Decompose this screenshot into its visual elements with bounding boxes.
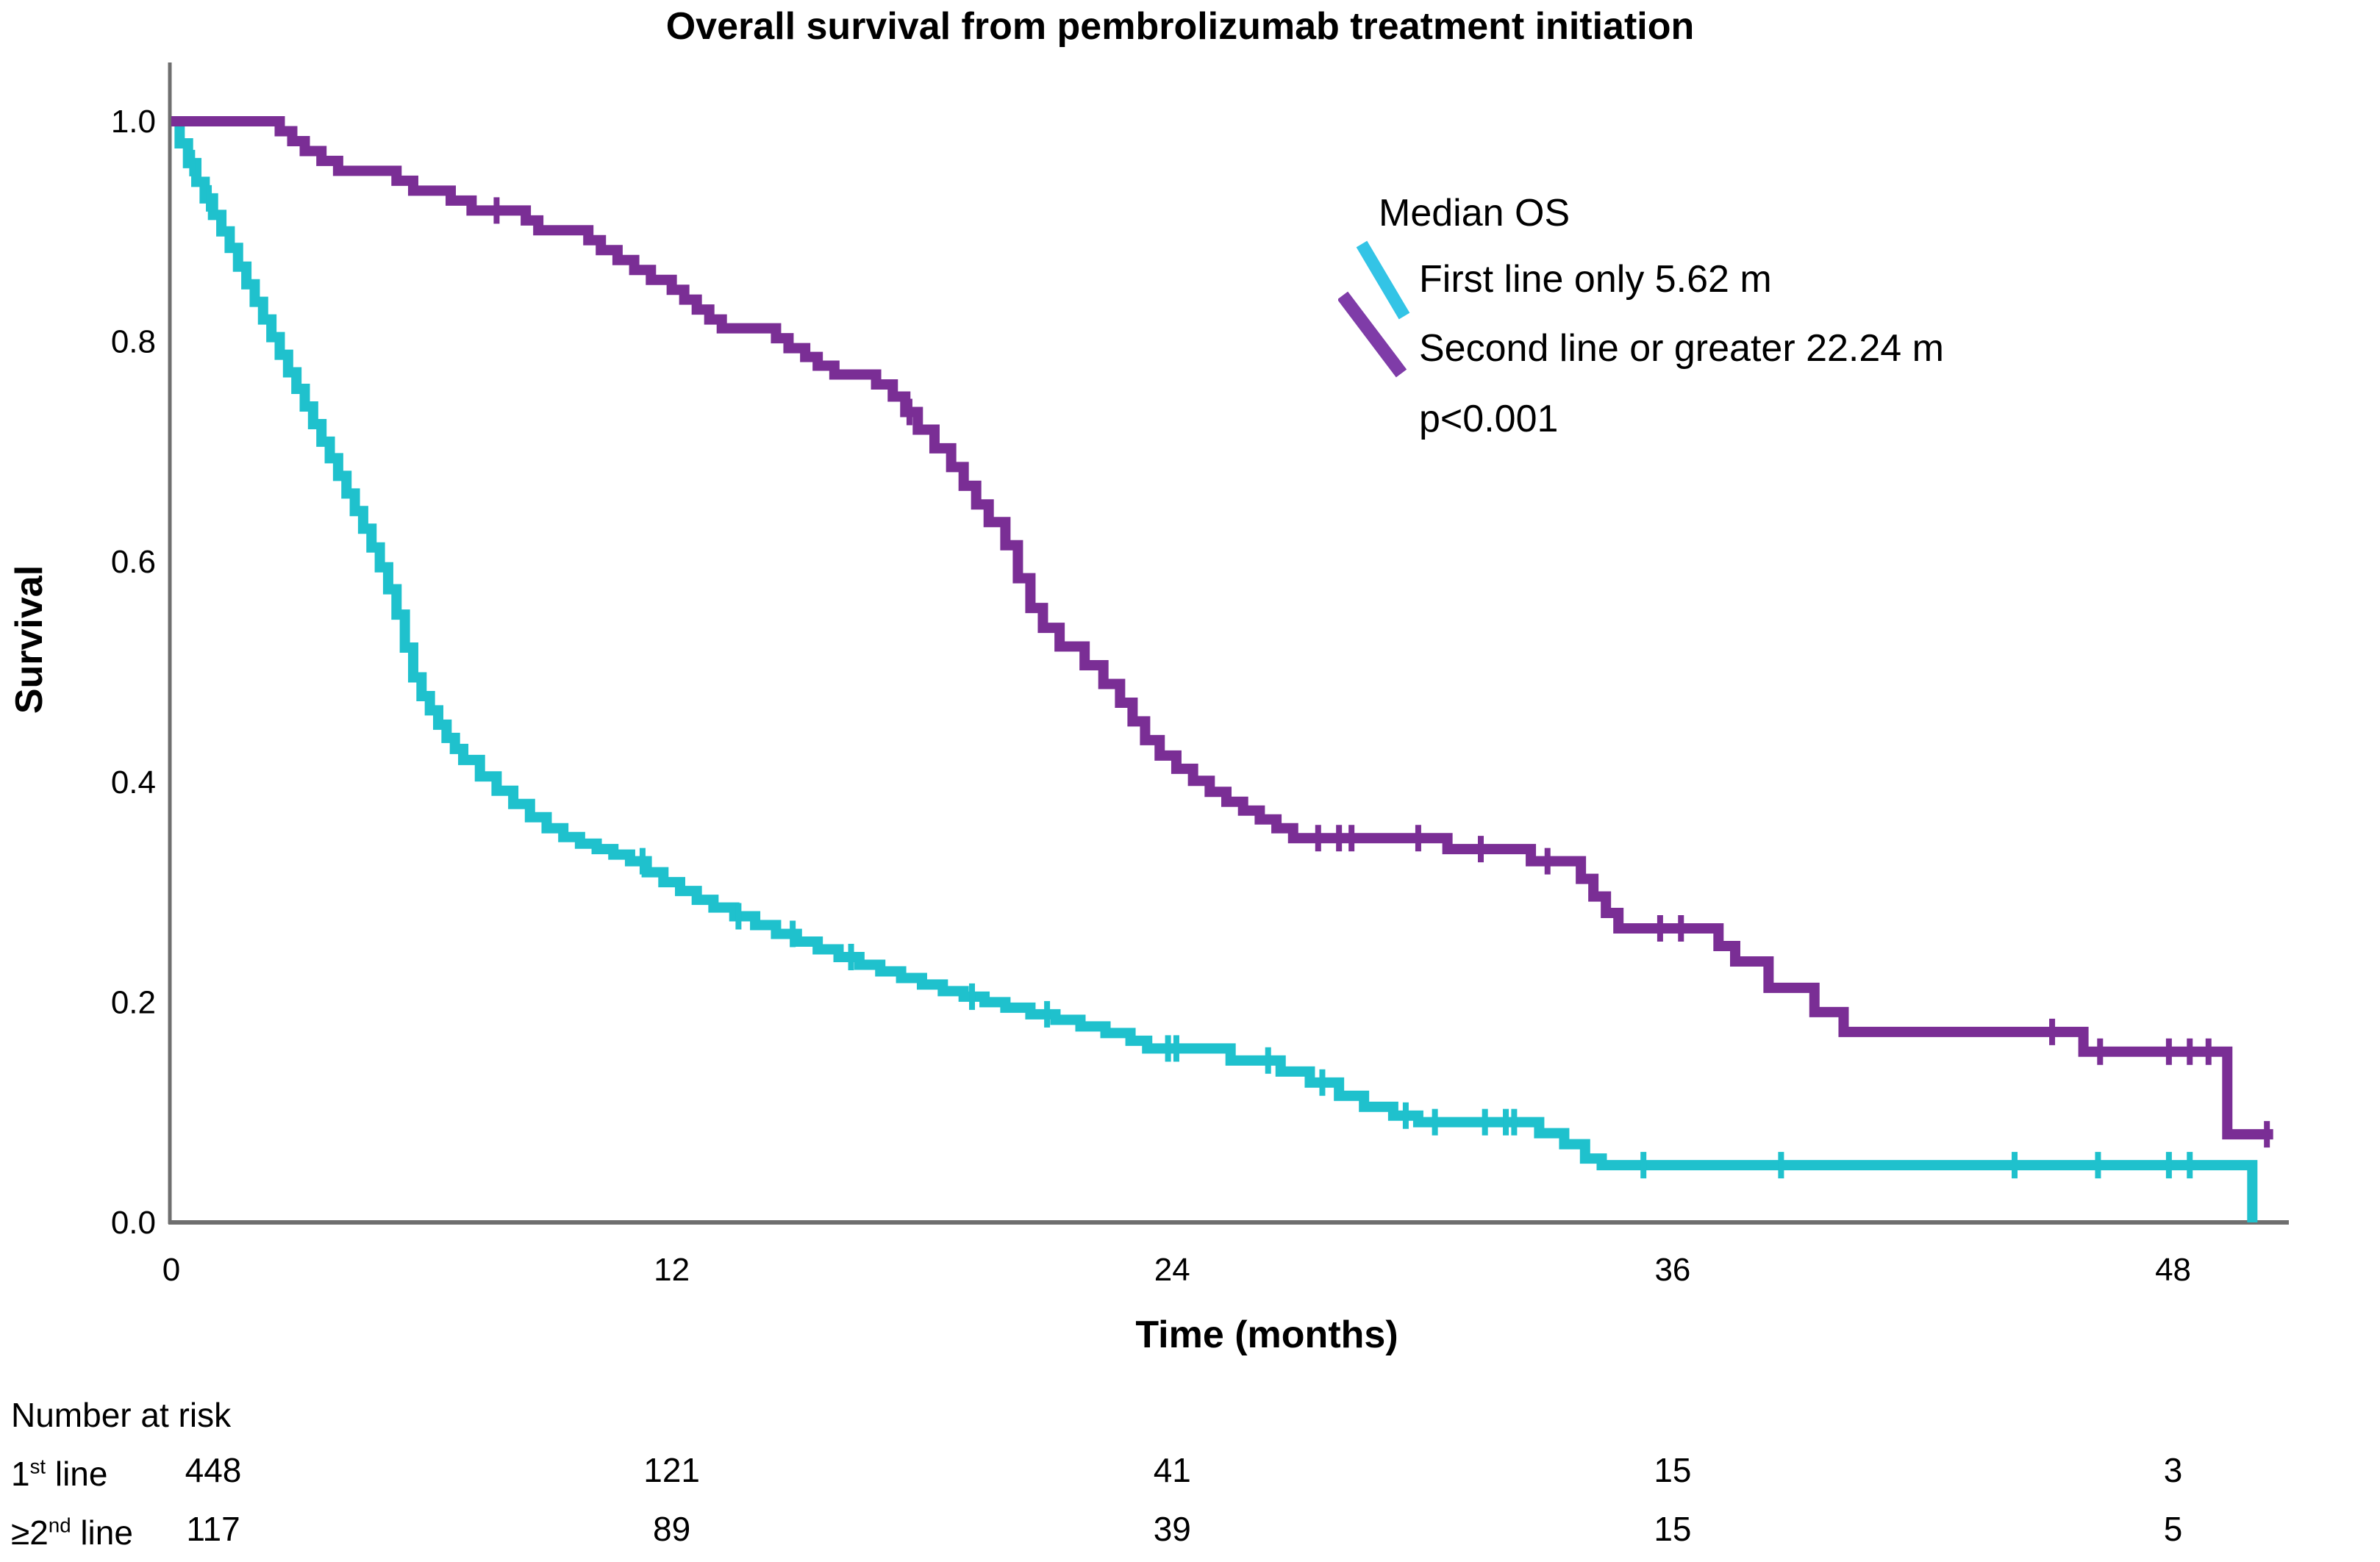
risk-row1-rest: line	[71, 1513, 133, 1552]
x-axis-title: Time (months)	[1135, 1314, 1398, 1356]
risk-row-label-second-line: ≥2nd line	[11, 1513, 133, 1552]
legend: Median OS First line only 5.62 m Second …	[1338, 176, 2191, 544]
risk-count: 15	[1654, 1510, 1691, 1548]
risk-row0-rest: line	[46, 1455, 108, 1493]
first-line-swatch-icon	[1356, 240, 1410, 320]
risk-table-heading: Number at risk	[11, 1396, 232, 1434]
risk-count: 121	[643, 1451, 700, 1489]
second-line-curve	[171, 116, 2273, 1140]
x-tick-label: 24	[1154, 1252, 1190, 1288]
risk-count: 89	[653, 1510, 690, 1548]
y-tick-label: 0.8	[111, 324, 156, 360]
risk-count: 39	[1154, 1510, 1191, 1548]
risk-row0-base: 1	[11, 1455, 30, 1493]
risk-count: 41	[1154, 1451, 1191, 1489]
y-tick-label: 0.2	[111, 984, 156, 1020]
second-line-swatch-icon	[1338, 291, 1407, 378]
risk-count: 3	[2164, 1451, 2183, 1489]
risk-row-label-first-line: 1st line	[11, 1454, 107, 1494]
x-tick-label: 0	[162, 1252, 180, 1288]
y-tick-label: 0.4	[111, 764, 156, 800]
chart-title: Overall survival from pembrolizumab trea…	[665, 5, 1695, 48]
risk-count: 117	[186, 1510, 240, 1548]
first-line-curve	[171, 116, 2258, 1222]
risk-row1-sup: nd	[48, 1513, 71, 1537]
y-tick-label: 0.6	[111, 544, 156, 580]
risk-count: 5	[2164, 1510, 2183, 1548]
p-value-label: p<0.001	[1419, 398, 1559, 440]
risk-row0-sup: st	[29, 1455, 46, 1478]
x-tick-label: 12	[654, 1252, 690, 1288]
legend-heading: Median OS	[1379, 192, 1570, 234]
legend-item-second-line: Second line or greater 22.24 m	[1419, 327, 1944, 370]
legend-swatches	[1338, 240, 1410, 378]
x-tick-label: 36	[1654, 1252, 1690, 1288]
risk-count: 448	[185, 1451, 242, 1489]
legend-item-first-line: First line only 5.62 m	[1419, 258, 1772, 301]
risk-count: 15	[1654, 1451, 1691, 1489]
x-tick-label: 48	[2155, 1252, 2191, 1288]
y-axis-title: Survival	[8, 565, 51, 714]
y-tick-label: 1.0	[111, 104, 156, 140]
y-tick-label: 0.0	[111, 1205, 156, 1241]
risk-row1-base: ≥2	[11, 1513, 49, 1552]
